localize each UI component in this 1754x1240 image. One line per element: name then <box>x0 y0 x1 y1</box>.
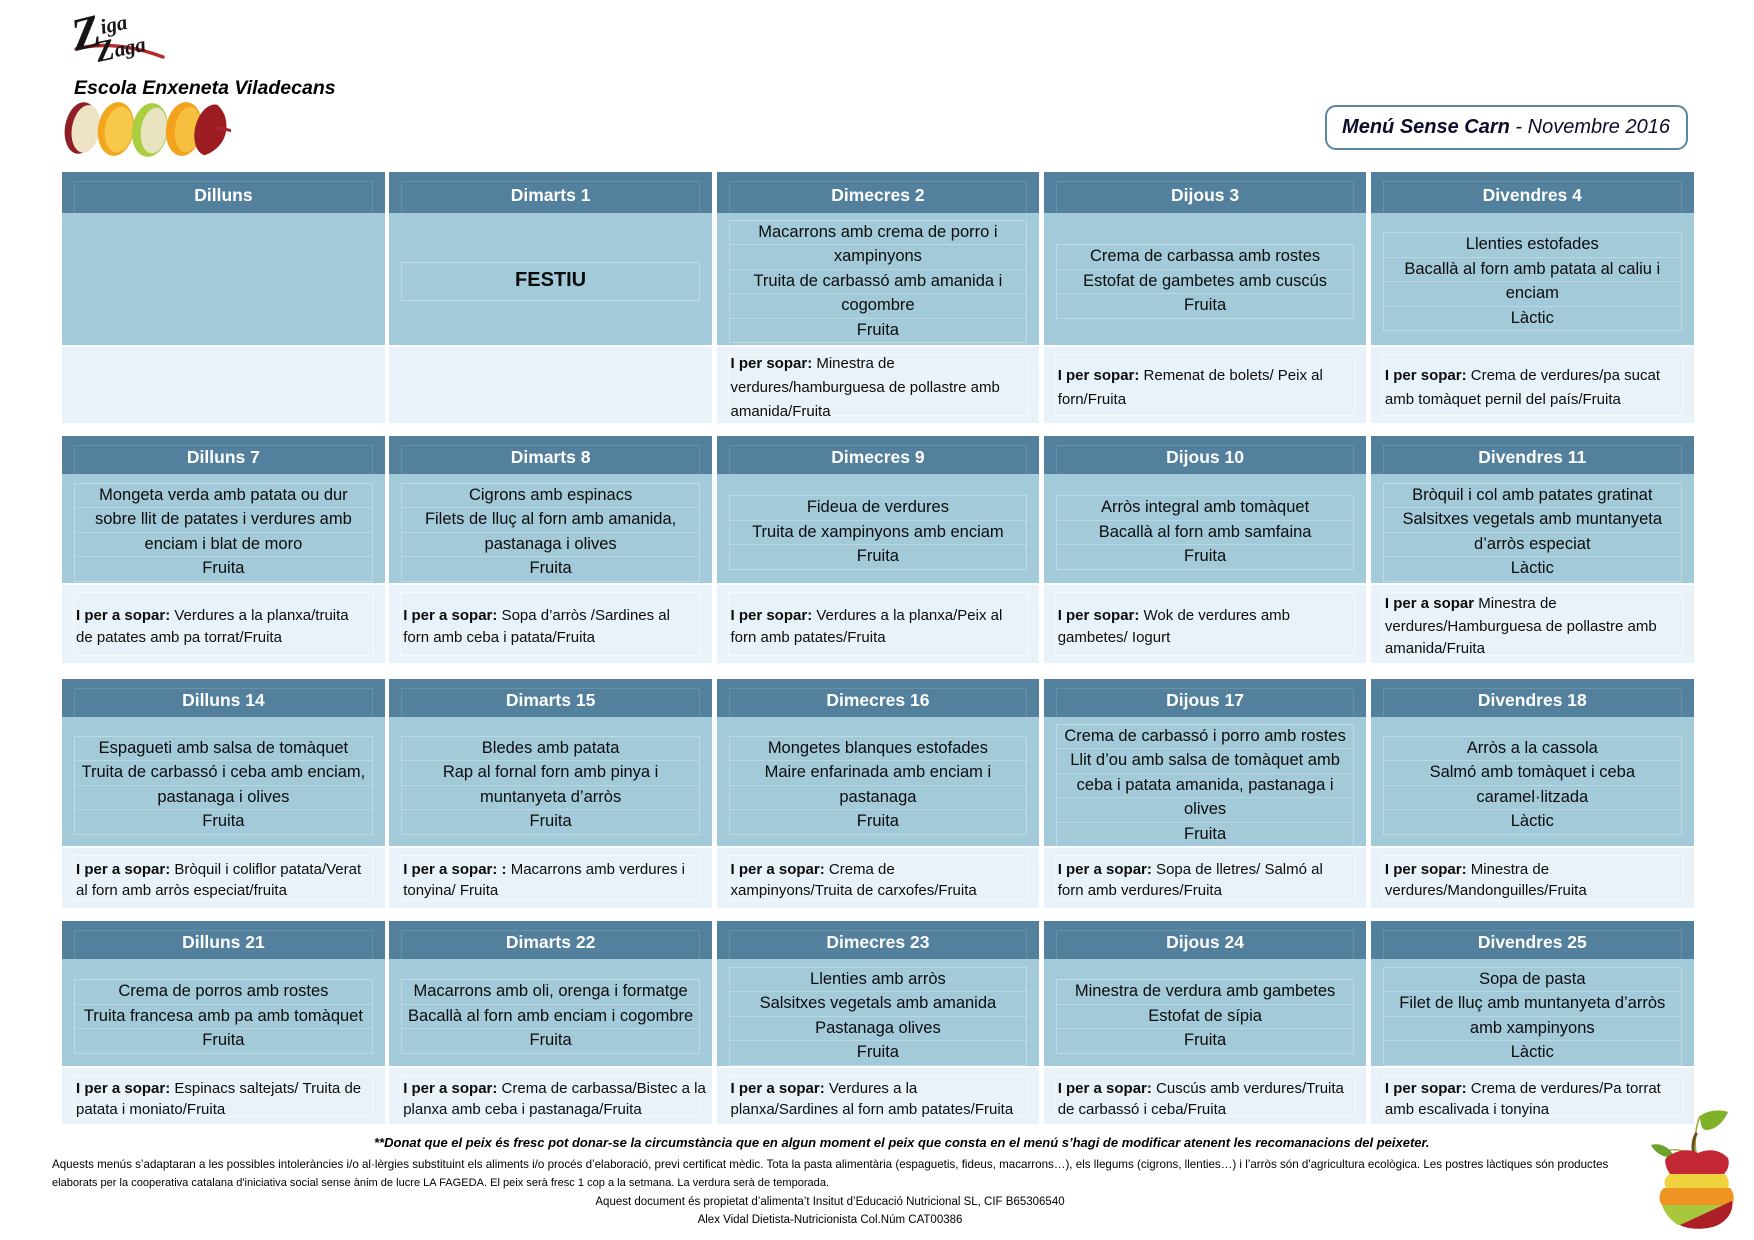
svg-text:aga: aga <box>112 32 148 62</box>
svg-text:iga: iga <box>98 10 129 39</box>
